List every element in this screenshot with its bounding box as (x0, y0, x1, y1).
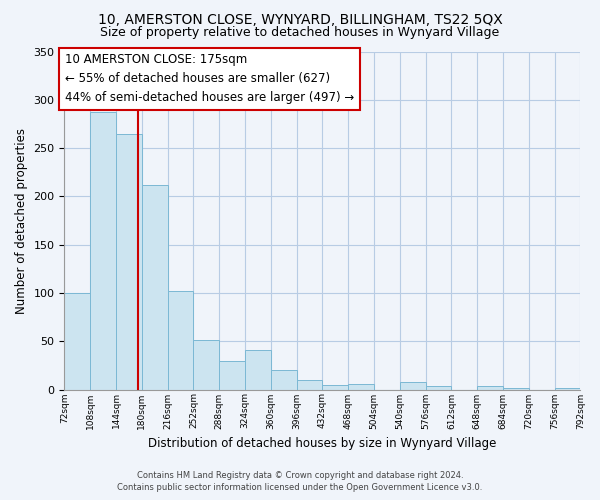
Bar (477, 386, 503, 390)
Bar (296, 380, 322, 390)
Bar (554, 388, 580, 390)
Bar (64, 293, 90, 390)
Bar (193, 340, 219, 390)
Text: 10, AMERSTON CLOSE, WYNYARD, BILLINGHAM, TS22 5QX: 10, AMERSTON CLOSE, WYNYARD, BILLINGHAM,… (98, 12, 502, 26)
Bar (90, 112, 116, 390)
Bar (425, 386, 451, 390)
X-axis label: Distribution of detached houses by size in Wynyard Village: Distribution of detached houses by size … (148, 437, 497, 450)
Bar (271, 370, 296, 390)
Bar (219, 360, 245, 390)
Text: Size of property relative to detached houses in Wynyard Village: Size of property relative to detached ho… (100, 26, 500, 39)
Text: Contains HM Land Registry data © Crown copyright and database right 2024.
Contai: Contains HM Land Registry data © Crown c… (118, 471, 482, 492)
Bar (348, 384, 374, 390)
Bar (400, 382, 425, 390)
Bar (322, 384, 348, 390)
Y-axis label: Number of detached properties: Number of detached properties (15, 128, 28, 314)
Bar (167, 291, 193, 390)
Bar (116, 134, 142, 390)
Text: 10 AMERSTON CLOSE: 175sqm
← 55% of detached houses are smaller (627)
44% of semi: 10 AMERSTON CLOSE: 175sqm ← 55% of detac… (65, 54, 355, 104)
Bar (503, 388, 529, 390)
Bar (245, 350, 271, 390)
Bar (142, 185, 167, 390)
